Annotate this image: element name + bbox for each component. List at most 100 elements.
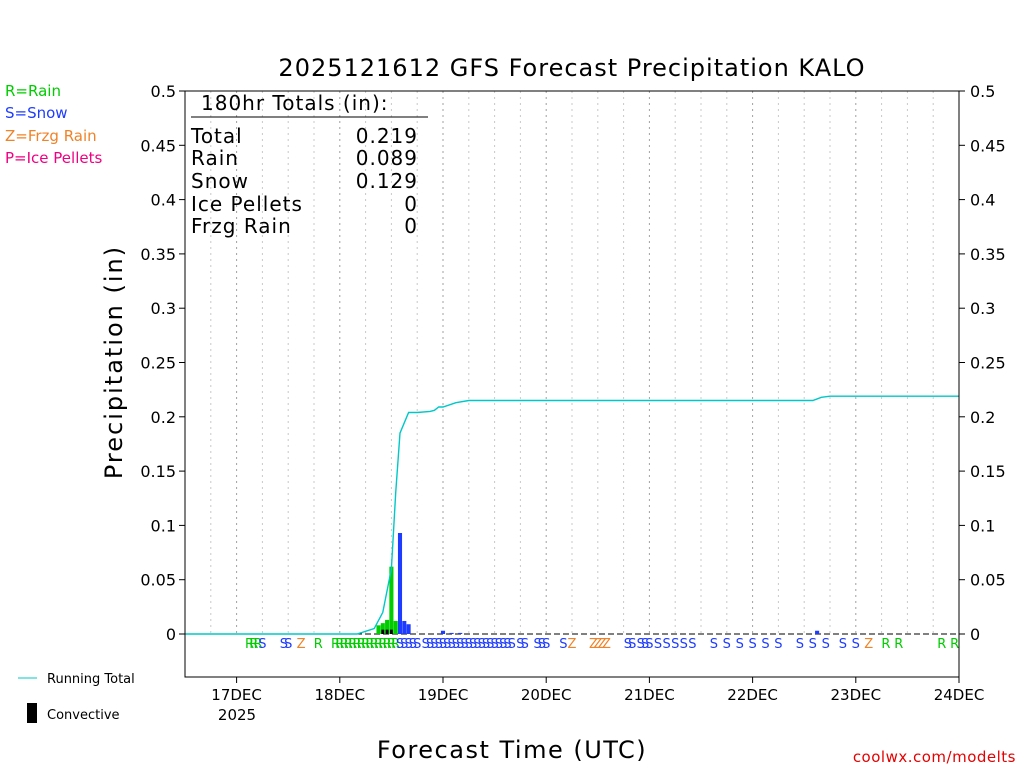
totals-value-snow: 0.129 — [356, 169, 418, 193]
convective-legend-swatch — [27, 703, 37, 723]
snow-bar — [402, 620, 407, 634]
legend-snow: S=Snow — [5, 104, 68, 122]
ptype-letter: S — [452, 637, 460, 652]
y-axis-label: Precipitation (in) — [100, 245, 128, 479]
ptype-letter: S — [736, 637, 744, 652]
ptype-letter: R — [881, 637, 890, 652]
ptype-letter: S — [400, 637, 408, 652]
ptype-letter: S — [430, 637, 438, 652]
y-tick-label-right: 0.4 — [970, 191, 995, 210]
ptype-letter: S — [460, 637, 468, 652]
totals-label-frzg-rain: Frzg Rain — [191, 214, 292, 238]
ptype-letter: S — [852, 637, 860, 652]
ptype-letter: S — [748, 637, 756, 652]
legend-running-total: Running Total — [47, 672, 135, 687]
ptype-letter: R — [335, 637, 344, 652]
ptype-letter: Z — [864, 637, 873, 652]
ptype-letter: R — [314, 637, 323, 652]
y-tick-label-right: 0.3 — [970, 299, 995, 318]
axes: 0 00.05 0.050.1 0.10.15 0.150.2 0.20.25 0.250.… — [140, 82, 1005, 704]
ptype-letter: S — [641, 637, 649, 652]
y-tick-label-right: 0.05 — [970, 571, 1006, 590]
snow-bar — [458, 632, 463, 634]
y-tick-label-left: 0 — [166, 625, 176, 644]
x-tick-label: 18DEC — [315, 686, 366, 704]
ptype-letter: S — [503, 637, 511, 652]
ptype-letter: S — [688, 637, 696, 652]
ptype-letter: S — [482, 637, 490, 652]
ptype-letter: R — [370, 637, 379, 652]
snow-bar — [815, 630, 820, 634]
ptype-letter: S — [774, 637, 782, 652]
ptype-letter: R — [357, 637, 366, 652]
ptype-letter: S — [422, 637, 430, 652]
ptype-letter: S — [447, 637, 455, 652]
convective-bar — [385, 629, 389, 634]
ptype-letter: S — [478, 637, 486, 652]
y-tick-label-right: 0.15 — [970, 462, 1006, 481]
ptype-letter: Z — [602, 637, 611, 652]
convective-bar — [381, 629, 385, 634]
ptype-letter: S — [671, 637, 679, 652]
ptype-letter: S — [822, 637, 830, 652]
x-tick-label: 23DEC — [831, 686, 882, 704]
bars — [376, 533, 820, 634]
x-tick-label: 21DEC — [624, 686, 675, 704]
ptype-letter: S — [538, 637, 546, 652]
ptype-letter: R — [378, 637, 387, 652]
ptype-letter: S — [426, 637, 434, 652]
ptype-letter: R — [365, 637, 374, 652]
rain-bar — [389, 566, 394, 634]
snow-bar — [449, 632, 454, 634]
rain-bar — [376, 625, 381, 634]
ptype-letter: S — [645, 637, 653, 652]
year-label: 2025 — [218, 706, 256, 724]
y-tick-label-left: 0.35 — [140, 245, 176, 264]
legend-ice-pellets: P=Ice Pellets — [5, 149, 102, 167]
legend-convective: Convective — [47, 708, 120, 723]
totals-label-snow: Snow — [191, 169, 249, 193]
y-tick-label-right: 0.25 — [970, 354, 1006, 373]
y-tick-label-left: 0.45 — [140, 136, 176, 155]
y-tick-label-right: 0.1 — [970, 516, 995, 535]
ptype-letter: S — [516, 637, 524, 652]
ptype-letter: S — [680, 637, 688, 652]
totals-label-ice-pellets: Ice Pellets — [191, 192, 303, 216]
totals-heading: 180hr Totals (in): — [201, 91, 389, 115]
grid — [185, 91, 959, 635]
ptype-letter: S — [723, 637, 731, 652]
legend-frzg-rain: Z=Frzg Rain — [5, 127, 97, 145]
running-total-line — [185, 395, 959, 635]
ptype-letter: R — [361, 637, 370, 652]
ptype-letter: S — [465, 637, 473, 652]
ptype-letter: S — [533, 637, 541, 652]
ptype-letter: Z — [568, 637, 577, 652]
ptype-letter: S — [508, 637, 516, 652]
ptype-letter: S — [490, 637, 498, 652]
running-total — [185, 395, 959, 635]
ptype-letter: S — [435, 637, 443, 652]
x-axis-label: Forecast Time (UTC) — [377, 736, 647, 764]
totals-value-total: 0.219 — [356, 124, 418, 148]
snow-bar — [397, 533, 403, 634]
ptype-letter: S — [486, 637, 494, 652]
ptype-letter: S — [469, 637, 477, 652]
ptype-letter: R — [249, 637, 258, 652]
rain-bar — [385, 619, 390, 634]
rain-bar — [380, 623, 385, 634]
ptype-letter: R — [344, 637, 353, 652]
ptype-letter: S — [662, 637, 670, 652]
ptype-letter: S — [404, 637, 412, 652]
x-tick-label: 22DEC — [727, 686, 778, 704]
totals-label-total: Total — [190, 124, 243, 148]
watermark: coolwx.com/modelts — [853, 748, 1016, 766]
ptype-letter: S — [559, 637, 567, 652]
ptype-letter: S — [258, 637, 266, 652]
ptype-letter: S — [280, 637, 288, 652]
totals-value-rain: 0.089 — [356, 146, 418, 170]
snow-bar — [440, 630, 446, 634]
ptype-letter: S — [284, 637, 292, 652]
ptype-letter: R — [937, 637, 946, 652]
